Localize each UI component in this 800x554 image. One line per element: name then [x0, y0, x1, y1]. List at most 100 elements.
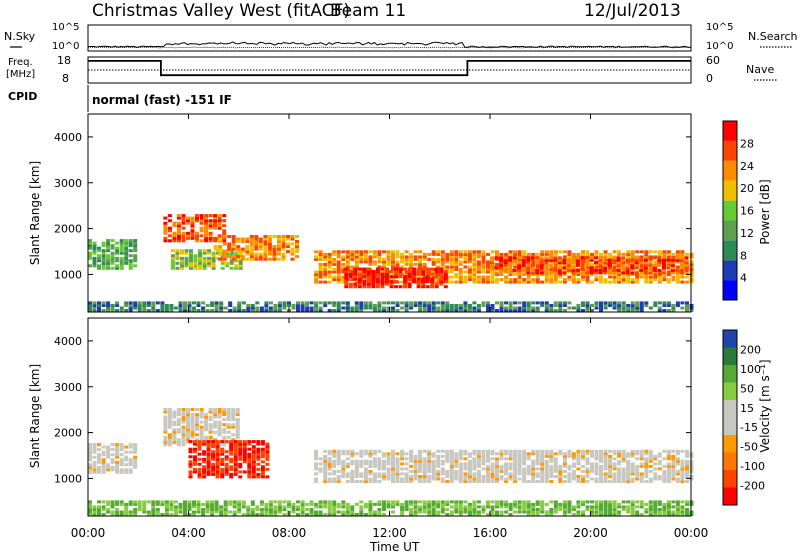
- power-cells-cell: [354, 265, 359, 269]
- power-cells-cell: [273, 309, 278, 312]
- power-cells-cell: [548, 258, 553, 262]
- power-cells-cell: [318, 255, 323, 259]
- vel-cells-cell: [341, 513, 346, 516]
- vel-cells-cell: [517, 457, 522, 461]
- vel-cells-cell: [151, 508, 156, 511]
- vel-cells-cell: [467, 467, 472, 471]
- power-cells-cell: [332, 275, 337, 279]
- power-cells-cell: [535, 261, 540, 265]
- vel-cells-cell: [544, 464, 549, 468]
- power-cells-cell: [327, 270, 332, 274]
- power-cells-cell: [458, 280, 463, 284]
- power-cells-cell: [431, 275, 436, 279]
- power-cells-cell: [661, 258, 666, 262]
- vel-cells-cell: [382, 459, 386, 463]
- power-cells-cell: [599, 306, 603, 310]
- vel-cells-cell: [176, 428, 181, 432]
- power-cells-cell: [184, 251, 189, 255]
- power-cells-cell: [375, 280, 380, 284]
- vel-cells-cell: [680, 462, 685, 466]
- power-cells-cell: [385, 270, 389, 273]
- power-cells-cell: [436, 250, 441, 254]
- vel-cells-cell: [472, 467, 477, 471]
- power-cells-cell: [380, 282, 385, 286]
- power-cells-cell: [341, 278, 346, 282]
- vel-cells-cell: [590, 462, 594, 466]
- vel-cells-cell: [608, 508, 613, 511]
- power-cells-cell: [499, 278, 504, 282]
- vel-cells-cell: [621, 459, 626, 463]
- vel-cells-cell: [504, 502, 509, 506]
- vel-cells-cell: [486, 464, 490, 468]
- vel-cells-cell: [323, 457, 328, 461]
- power-cells-cell: [585, 275, 590, 279]
- vel-cells-cell: [211, 462, 216, 466]
- power-cells-cell: [231, 255, 236, 259]
- power-cells-cell: [508, 252, 513, 256]
- power-cells-cell: [350, 309, 355, 312]
- vel-cells-cell: [238, 457, 243, 461]
- vel-cells-cell: [206, 462, 211, 466]
- power-cells-cell: [621, 268, 626, 271]
- power-cells-cell: [106, 261, 111, 265]
- vel-cells-cell: [110, 458, 115, 462]
- vel-cells-cell: [603, 510, 608, 514]
- power-cells-cell: [557, 261, 562, 265]
- vel-cells-cell: [226, 413, 231, 417]
- power-cells-cell: [671, 275, 676, 279]
- noise-panel: N.Sky 10^5 10^0 10^5 10^0 N.Search: [4, 22, 798, 52]
- colorbar-tick: 50: [740, 382, 754, 395]
- vel-cells-cell: [657, 459, 662, 463]
- vel-cells-cell: [296, 505, 300, 509]
- power-cells-cell: [170, 261, 175, 265]
- vel-cells-cell: [350, 475, 355, 478]
- power-cells-cell: [422, 275, 427, 279]
- vel-cells-cell: [594, 457, 599, 461]
- power-cells-cell: [213, 226, 218, 230]
- vel-cells-cell: [639, 513, 644, 516]
- vel-cells-cell: [88, 450, 92, 454]
- vel-cells-cell: [264, 505, 269, 509]
- power-cells-cell: [207, 264, 212, 268]
- vel-cells-cell: [571, 475, 576, 478]
- power-cells-cell: [422, 255, 427, 259]
- vel-cells-cell: [327, 459, 332, 463]
- vel-cells-cell: [195, 423, 199, 427]
- vel-cells-cell: [260, 442, 265, 446]
- vel-cells-cell: [553, 500, 558, 504]
- power-cells-cell: [386, 260, 391, 264]
- power-cells-cell: [508, 266, 513, 270]
- vel-cells-cell: [635, 469, 640, 473]
- power-cells-cell: [558, 275, 563, 279]
- vel-cells-cell: [372, 459, 377, 463]
- vel-cells-cell: [233, 472, 238, 476]
- vel-cells-cell: [567, 505, 572, 509]
- vel-cells-cell: [603, 452, 608, 456]
- vel-cells-cell: [88, 502, 92, 506]
- power-cells-cell: [124, 261, 129, 265]
- power-cells-cell: [661, 266, 666, 270]
- power-cells-cell: [512, 258, 517, 262]
- power-cells-cell: [354, 262, 359, 266]
- power-cells-cell: [354, 260, 359, 264]
- power-cells-cell: [621, 266, 626, 270]
- vel-cells-cell: [603, 462, 608, 466]
- power-cells-cell: [368, 304, 373, 307]
- vel-cells-cell: [581, 475, 585, 478]
- power-cells-cell: [467, 270, 472, 274]
- vel-cells-cell: [431, 469, 436, 473]
- power-cells-cell: [652, 268, 657, 272]
- power-cells-cell: [434, 270, 439, 273]
- vel-cells-cell: [188, 450, 193, 454]
- vel-cells-cell: [526, 513, 531, 516]
- power-cells-cell: [363, 304, 368, 307]
- vel-cells-cell: [685, 513, 689, 516]
- power-cells-cell: [391, 306, 395, 310]
- power-cells-cell: [472, 268, 477, 271]
- power-cells-cell: [427, 252, 432, 256]
- power-cells-cell: [386, 262, 391, 266]
- power-cells-cell: [644, 273, 649, 276]
- vel-cells-cell: [422, 505, 427, 509]
- vel-cells-cell: [603, 457, 608, 461]
- vel-cells-cell: [558, 502, 563, 506]
